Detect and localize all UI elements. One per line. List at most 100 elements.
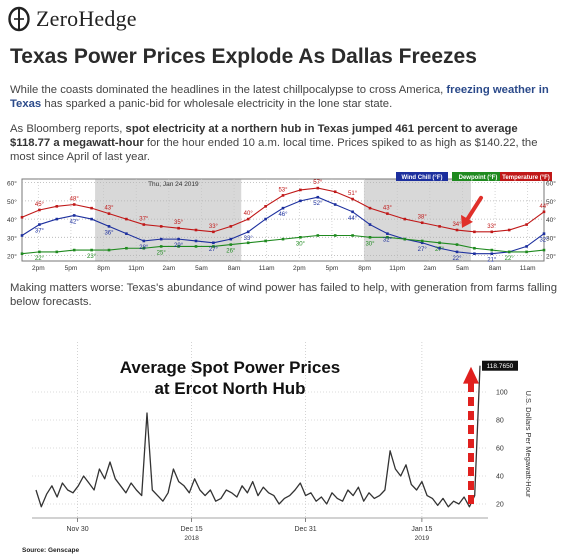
y-tick-label-right: 50° <box>546 198 556 206</box>
weather-chart: 20° 20° 30° 30° 40° 40° 50° 50° 60° 60° 2pm 5pm 8pm 1… <box>6 169 560 274</box>
temperature-marker <box>473 230 476 234</box>
temperature-marker <box>229 225 233 228</box>
windchill-marker <box>194 239 198 243</box>
windchill-value-label: 36° <box>104 230 114 236</box>
temperature-marker <box>403 217 407 221</box>
legend-label: Temperature (°F) <box>502 175 550 181</box>
windchill-marker <box>333 203 337 206</box>
dewpoint-marker <box>368 236 372 239</box>
temperature-marker <box>194 228 198 232</box>
dewpoint-marker <box>177 245 180 248</box>
temperature-value-label: 48° <box>70 197 80 203</box>
windchill-marker <box>107 225 111 228</box>
y-tick-label-right: 30° <box>546 234 556 242</box>
temperature-value-label: 35° <box>174 220 184 226</box>
windchill-marker <box>455 250 459 254</box>
dewpoint-marker <box>490 248 494 252</box>
y-tick-label: 20 <box>496 502 504 509</box>
temperature-marker <box>177 226 180 230</box>
windchill-marker <box>299 199 302 203</box>
temperature-marker <box>281 194 285 197</box>
temperature-marker <box>72 203 76 206</box>
dewpoint-marker <box>281 237 285 241</box>
temperature-value-label: 53° <box>278 187 288 193</box>
windchill-value-label: 44° <box>348 216 358 222</box>
article-paragraph-1: While the coasts dominated the headlines… <box>10 83 560 111</box>
article-paragraph-3: Making matters worse: Texas's abundance … <box>10 282 557 308</box>
source-label: Source: Genscape <box>22 547 79 554</box>
dewpoint-marker <box>525 250 528 254</box>
windchill-marker <box>20 234 24 237</box>
price-line <box>35 365 481 508</box>
dewpoint-marker <box>542 248 546 252</box>
red-up-arrow-head <box>463 366 479 384</box>
y-tick-label-right: 60° <box>546 180 556 188</box>
y-axis-label: U.S. Dollars Per Megawatt-Hour <box>524 390 533 498</box>
dewpoint-marker <box>473 246 476 250</box>
windchill-marker <box>420 241 424 245</box>
windchill-value-label: 27° <box>209 247 219 253</box>
dewpoint-marker <box>351 234 354 237</box>
temperature-marker <box>386 212 389 215</box>
temperature-marker <box>316 186 320 190</box>
dewpoint-marker <box>20 252 24 256</box>
y-tick-label: 20° <box>7 253 17 261</box>
y-tick-label: 40° <box>7 216 17 224</box>
night-shade-band <box>95 179 242 261</box>
x-tick-label: 8pm <box>97 265 110 272</box>
temperature-value-label: 33° <box>487 224 497 230</box>
windchill-marker <box>90 217 93 221</box>
legend-label: Wind Chill (°F) <box>401 175 442 181</box>
x-tick-label: 8am <box>489 265 502 272</box>
temperature-marker <box>299 188 302 192</box>
dewpoint-value-label: 30° <box>365 241 375 247</box>
temperature-value-label: 40° <box>244 211 254 217</box>
temperature-value-label: 51° <box>348 191 358 197</box>
windchill-marker <box>159 237 163 241</box>
site-logo[interactable]: ZeroHedge <box>7 4 137 34</box>
windchill-marker <box>212 241 215 245</box>
plot-frame <box>21 178 545 262</box>
dewpoint-marker <box>386 236 389 239</box>
y-tick-label: 40 <box>496 474 504 481</box>
zerohedge-logo-icon <box>8 6 30 32</box>
windchill-marker <box>246 230 250 234</box>
dewpoint-value-label: 25° <box>157 250 167 256</box>
temperature-marker <box>525 223 528 226</box>
y-tick-label: 100 <box>496 390 508 397</box>
temperature-value-label: 33° <box>209 224 219 230</box>
windchill-value-label: 42° <box>70 219 80 225</box>
windchill-value-label: 22° <box>452 256 462 262</box>
windchill-value-label: 37° <box>35 229 45 235</box>
temperature-value-label: 43° <box>383 206 393 212</box>
temperature-marker <box>438 225 441 228</box>
temperature-value-label: 45° <box>35 202 45 208</box>
windchill-marker <box>490 252 494 256</box>
windchill-value-label: 52° <box>313 201 323 207</box>
windchill-marker <box>351 210 354 214</box>
windchill-value-label: 33° <box>244 236 254 242</box>
article-headline: Texas Power Prices Explode As Dallas Fre… <box>10 45 477 68</box>
x-tick-label: 11pm <box>389 265 405 272</box>
windchill-value-label: 32° <box>539 238 549 244</box>
windchill-marker <box>368 223 372 226</box>
dewpoint-marker <box>194 245 198 248</box>
windchill-value-label: 32° <box>383 238 393 244</box>
x-tick-label: 8pm <box>358 265 371 272</box>
y-tick-label: 60 <box>496 446 504 453</box>
temperature-marker <box>264 205 267 208</box>
chart-title-line-2: at Ercot North Hub <box>154 379 305 398</box>
freezing-weather-link[interactable]: freezing weather in Texas <box>10 84 549 110</box>
paragraph-bold-text: spot electricity at a northern hub in Te… <box>10 123 518 149</box>
temperature-value-label: 43° <box>104 206 114 212</box>
windchill-value-label: 27° <box>418 247 428 253</box>
last-value-box <box>482 360 518 371</box>
dewpoint-marker <box>72 248 76 252</box>
windchill-value-label: 46° <box>278 212 288 218</box>
legend-swatch <box>452 172 504 181</box>
power-price-chart-svg: Nov 30 Dec 15 2018 Dec 31 Jan 15 2019 20 40 60 80… <box>22 342 533 554</box>
paragraph-text: While the coasts dominated the headlines… <box>10 84 447 96</box>
dewpoint-value-label: 30° <box>296 241 306 247</box>
dewpoint-marker <box>299 236 302 239</box>
last-value-label: 118.7650 <box>487 363 514 370</box>
